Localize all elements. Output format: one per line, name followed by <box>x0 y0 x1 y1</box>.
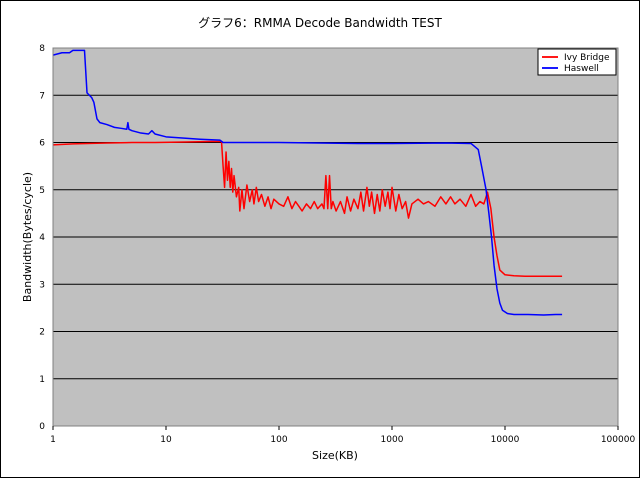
chart-title: グラフ6：RMMA Decode Bandwidth TEST <box>198 16 442 30</box>
y-tick-label: 1 <box>39 375 45 385</box>
y-tick-label: 0 <box>39 422 45 432</box>
x-axis-label: Size(KB) <box>312 449 358 462</box>
x-tick-label: 10000 <box>491 435 520 445</box>
x-tick-label: 10 <box>160 435 172 445</box>
x-tick-label: 1 <box>50 435 56 445</box>
y-tick-label: 5 <box>39 186 45 196</box>
series-layer <box>52 49 563 316</box>
y-axis-label: Bandwidth(Bytes/cycle) <box>21 172 34 302</box>
plot-border <box>52 47 619 427</box>
series-line-haswell <box>52 49 563 316</box>
legend-box <box>537 48 617 76</box>
y-axis-ticks: 0 1 2 3 4 5 6 7 8 <box>39 44 45 432</box>
y-tick-label: 6 <box>39 139 45 149</box>
y-tick-label: 2 <box>39 328 45 338</box>
x-tick-label: 100000 <box>601 435 636 445</box>
y-tick-label: 4 <box>39 233 45 243</box>
x-tick-label: 1000 <box>381 435 404 445</box>
y-tick-label: 7 <box>39 91 45 101</box>
legend-label: Ivy Bridge <box>564 53 610 63</box>
x-axis-ticks: 1 10 100 1000 10000 100000 <box>50 426 635 445</box>
y-tick-label: 3 <box>39 280 45 290</box>
y-tick-label: 8 <box>39 44 45 54</box>
x-tick-label: 100 <box>270 435 287 445</box>
series-line-ivy-bridge <box>52 140 563 277</box>
legend-label: Haswell <box>564 64 599 74</box>
